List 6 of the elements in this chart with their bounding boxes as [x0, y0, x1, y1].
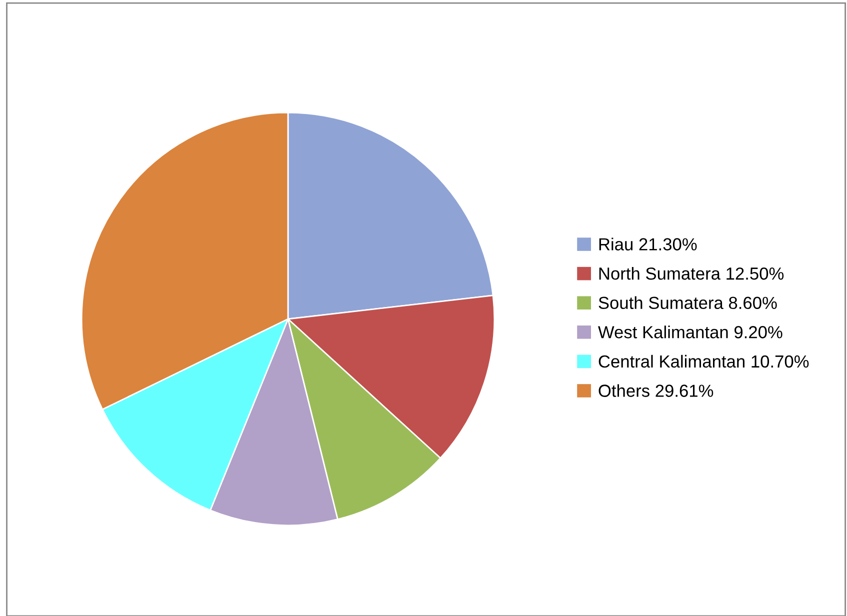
- legend-label: Central Kalimantan 10.70%: [598, 354, 809, 368]
- legend-label: South Sumatera 8.60%: [598, 296, 777, 310]
- legend-label: West Kalimantan 9.20%: [598, 326, 782, 338]
- legend-label: Others 29.61%: [598, 384, 714, 397]
- legend-label: North Sumatera 12.50%: [599, 267, 784, 280]
- legend-label: Riau 21.30%: [599, 238, 697, 250]
